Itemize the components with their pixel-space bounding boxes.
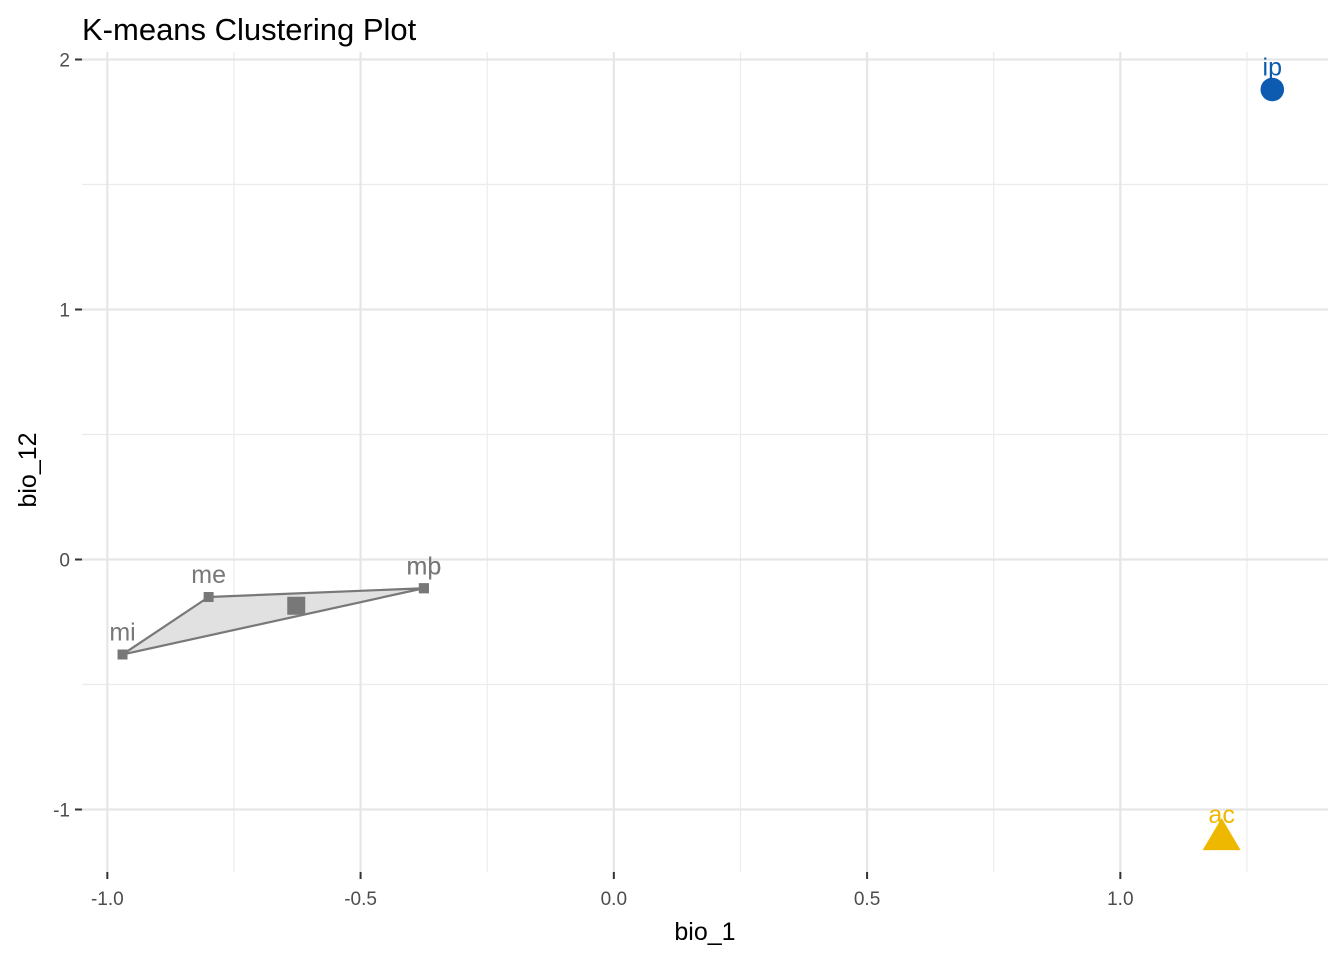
axis-ticks [75,58,1122,879]
chart-title: K-means Clustering Plot [82,12,417,47]
y-axis-title: bio_12 [14,432,42,507]
point-ip [1260,77,1285,102]
cluster-centroid [287,596,306,615]
point-label-mb: mb [407,552,442,580]
point-label-ac: ac [1208,801,1234,829]
x-tick-label: 1.0 [1107,889,1133,910]
point-ac [1202,818,1241,851]
point-me [203,592,214,602]
y-tick-label: 0 [59,551,70,572]
grid-major [82,52,1328,872]
x-axis-title: bio_1 [674,918,735,946]
point-mp [418,583,429,594]
y-tick-labels: -1 0 1 2 [53,51,70,822]
x-tick-label: -1.0 [91,889,124,910]
x-tick-labels: -1.0 -0.5 0.0 0.5 1.0 [91,889,1134,910]
data-points [117,77,1285,851]
y-tick-label: 1 [59,301,70,322]
y-tick-label: -1 [53,801,70,822]
cluster-hull [121,587,425,656]
point-label-mi: mi [109,619,135,647]
point-label-mp: mp [407,552,442,580]
x-tick-label: 0.5 [854,889,880,910]
y-tick-label: 2 [59,51,70,72]
point-mi [117,649,128,660]
point-label-me: me [191,561,226,589]
grid-minor [82,52,1328,872]
x-tick-label: 0.0 [601,889,627,910]
cluster-hulls [121,587,425,656]
x-tick-label: -0.5 [344,889,377,910]
point-label-ip: ip [1263,54,1282,82]
